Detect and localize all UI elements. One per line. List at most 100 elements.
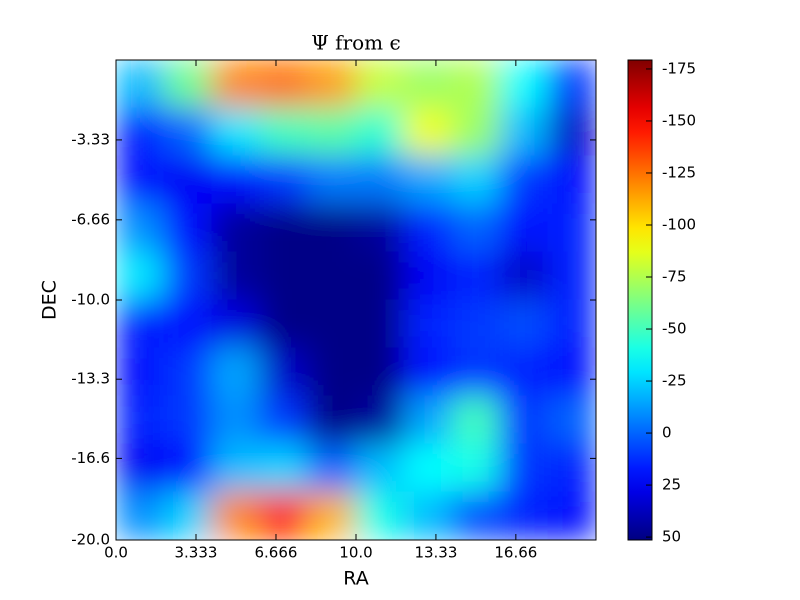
colorbar-tick-label: -100	[662, 215, 696, 233]
heatmap-cell	[163, 395, 213, 445]
y-tick-label: -6.66	[71, 210, 110, 228]
x-tick-label: 10.0	[339, 544, 372, 562]
heatmap-cell	[307, 60, 357, 109]
heatmap-cell	[451, 203, 501, 253]
heatmap-cell	[211, 347, 261, 397]
heatmap-cell	[499, 251, 549, 301]
colorbar-tick-label: 50	[662, 528, 681, 546]
heatmap-cell	[259, 107, 309, 157]
heatmap-cell	[307, 251, 357, 301]
y-tick-label: -20.0	[71, 531, 110, 549]
heatmap-cell	[211, 443, 261, 493]
heatmap-cell	[499, 395, 549, 445]
heatmap-cell	[116, 443, 165, 493]
heatmap-cell	[211, 155, 261, 205]
heatmap-cell	[259, 395, 309, 445]
heatmap-cell	[451, 107, 501, 157]
heatmap-cell	[547, 203, 596, 253]
heatmap-cell	[163, 107, 213, 157]
heatmap-cell	[547, 155, 596, 205]
heatmap-cell	[259, 491, 309, 540]
colorbar-tick-label: -150	[662, 111, 696, 129]
heatmap-cell	[355, 395, 405, 445]
heatmap-cell	[116, 347, 165, 397]
heatmap-cell	[211, 395, 261, 445]
heatmap-cell	[403, 491, 453, 540]
heatmap-cell	[259, 443, 309, 493]
heatmap-cell	[116, 60, 165, 109]
heatmap-cell	[259, 347, 309, 397]
heatmap-cell	[355, 203, 405, 253]
heatmap-cell	[259, 203, 309, 253]
y-tick-label: -10.0	[71, 291, 110, 309]
heatmap-cell	[307, 491, 357, 540]
y-axis-label: DEC	[39, 280, 61, 320]
heatmap-cell	[403, 155, 453, 205]
heatmap-cell	[163, 347, 213, 397]
colorbar-tick-label: 0	[662, 424, 672, 442]
heatmap-cell	[307, 203, 357, 253]
heatmap-cell	[355, 347, 405, 397]
heatmap-cell	[355, 251, 405, 301]
heatmap-cell	[547, 491, 596, 540]
heatmap-cell	[211, 107, 261, 157]
y-tick-label: -3.33	[71, 130, 110, 148]
heatmap-cell	[499, 60, 549, 109]
heatmap-cell	[451, 395, 501, 445]
heatmap-cells	[116, 60, 596, 540]
heatmap-cell	[451, 155, 501, 205]
heatmap-cell	[499, 107, 549, 157]
heatmap-cell	[116, 299, 165, 349]
heatmap-cell	[307, 395, 357, 445]
x-tick-label: 0.0	[104, 544, 128, 562]
heatmap-cell	[403, 60, 453, 109]
colorbar-tick-label: -25	[662, 372, 687, 390]
heatmap-cell	[116, 107, 165, 157]
heatmap-cell	[499, 491, 549, 540]
heatmap-cell	[211, 60, 261, 109]
heatmap-cell	[355, 155, 405, 205]
heatmap-cell	[116, 395, 165, 445]
heatmap-cell	[547, 60, 596, 109]
x-tick-label: 13.33	[414, 544, 457, 562]
heatmap-cell	[211, 251, 261, 301]
heatmap-cell	[116, 491, 165, 540]
heatmap-cell	[211, 299, 261, 349]
heatmap-cell	[403, 443, 453, 493]
heatmap-cell	[403, 251, 453, 301]
y-tick-label: -16.6	[71, 449, 110, 467]
heatmap-cell	[547, 299, 596, 349]
heatmap-cell	[547, 347, 596, 397]
heatmap-cell	[355, 443, 405, 493]
heatmap-cell	[211, 491, 261, 540]
heatmap-cell	[307, 299, 357, 349]
colorbar	[627, 59, 653, 541]
axes: 0.0 3.333 6.666 10.0 13.33 16.66 -3.33 -6.66 -10…	[71, 59, 696, 561]
heatmap-cell	[403, 395, 453, 445]
heatmap-cell	[116, 251, 165, 301]
heatmap-cell	[547, 395, 596, 445]
heatmap	[116, 60, 596, 540]
heatmap-cell	[499, 443, 549, 493]
colorbar-tick-label: -175	[662, 59, 696, 77]
x-tick-label: 6.666	[255, 544, 298, 562]
heatmap-cell	[259, 60, 309, 109]
heatmap-cell	[451, 299, 501, 349]
heatmap-cell	[163, 299, 213, 349]
heatmap-cell	[259, 155, 309, 205]
heatmap-cell	[259, 299, 309, 349]
heatmap-cell	[499, 155, 549, 205]
heatmap-cell	[451, 443, 501, 493]
heatmap-cell	[451, 491, 501, 540]
heatmap-cell	[355, 491, 405, 540]
heatmap-cell	[403, 107, 453, 157]
heatmap-cell	[403, 203, 453, 253]
heatmap-cell	[163, 60, 213, 109]
heatmap-cell	[499, 347, 549, 397]
colorbar-tick-label: -75	[662, 268, 687, 286]
heatmap-cell	[403, 299, 453, 349]
heatmap-cell	[355, 299, 405, 349]
colorbar-tick-label: -125	[662, 163, 696, 181]
